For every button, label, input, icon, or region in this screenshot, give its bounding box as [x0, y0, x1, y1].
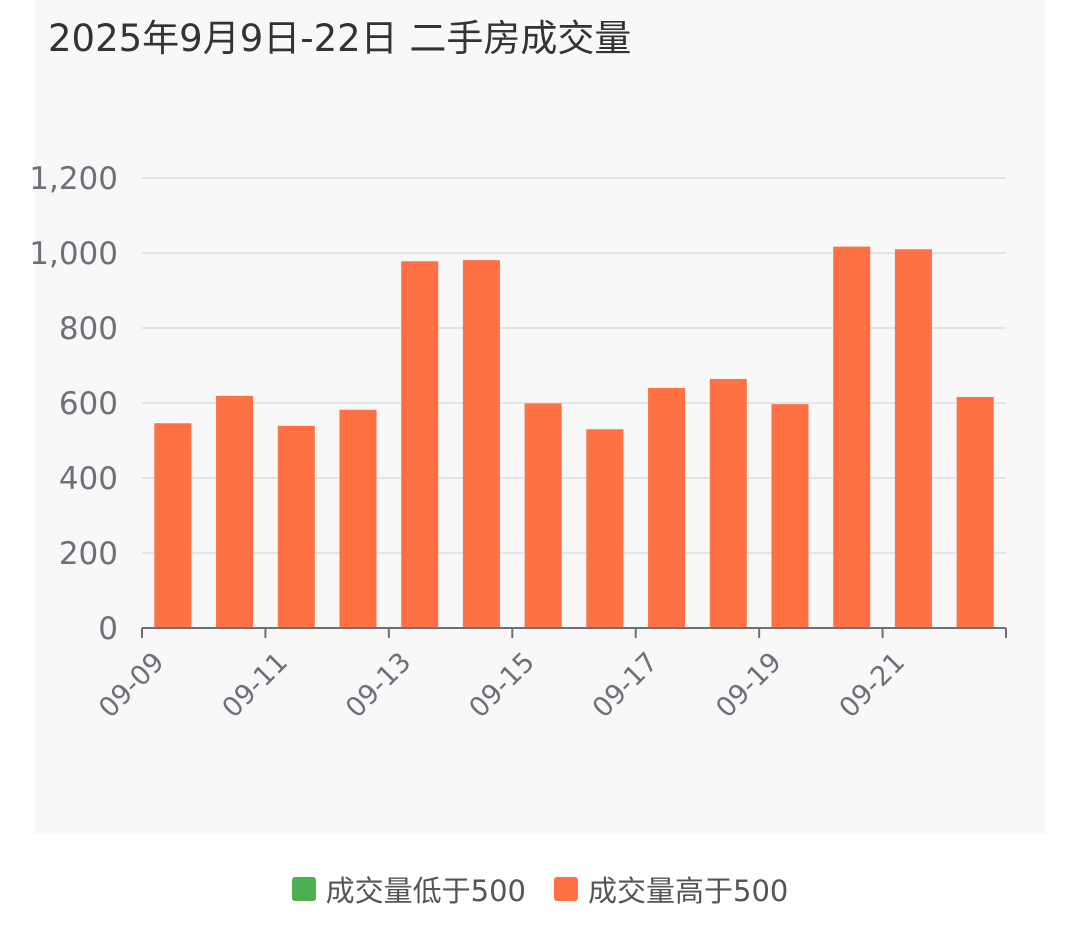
bar[interactable] [586, 429, 624, 628]
x-tick-label: 09-21 [834, 647, 911, 724]
legend-item-above[interactable]: 成交量高于500 [554, 868, 788, 910]
y-tick-label: 1,200 [29, 161, 118, 197]
bar[interactable] [956, 397, 994, 628]
bar[interactable] [154, 423, 192, 628]
y-tick-label: 200 [59, 536, 118, 572]
x-tick-label: 09-09 [93, 647, 170, 724]
x-tick-label: 09-13 [340, 647, 417, 724]
y-tick-label: 800 [59, 311, 118, 347]
legend: 成交量低于500 成交量高于500 [0, 868, 1080, 910]
legend-label-above: 成交量高于500 [588, 874, 789, 908]
y-tick-label: 1,000 [29, 236, 118, 272]
legend-swatch-above [554, 877, 578, 901]
x-tick-label: 09-17 [587, 647, 664, 724]
x-tick-label: 09-19 [710, 647, 787, 724]
bar[interactable] [771, 404, 809, 628]
y-tick-label: 600 [59, 386, 118, 422]
bar[interactable] [648, 388, 686, 628]
x-tick-label: 09-11 [217, 647, 294, 724]
y-tick-label: 400 [59, 461, 118, 497]
x-tick-label: 09-15 [463, 647, 540, 724]
bar[interactable] [216, 395, 254, 628]
bar[interactable] [894, 249, 932, 628]
bar[interactable] [277, 425, 315, 628]
legend-swatch-below [291, 877, 316, 901]
bar[interactable] [524, 403, 562, 628]
bar[interactable] [709, 379, 747, 628]
bar[interactable] [833, 246, 871, 628]
legend-label-below: 成交量低于500 [325, 874, 526, 908]
bar[interactable] [339, 409, 377, 628]
bar[interactable] [462, 260, 500, 628]
bar-chart: 0 200 400 600 800 1,000 1,200 09-09 09-11 09-13 09… [29, 161, 1007, 724]
chart-title: 2025年9月9日-22日 二手房成交量 [48, 17, 632, 60]
bar[interactable] [401, 261, 439, 628]
y-tick-label: 0 [98, 611, 118, 647]
legend-item-below[interactable]: 成交量低于500 [291, 868, 526, 910]
